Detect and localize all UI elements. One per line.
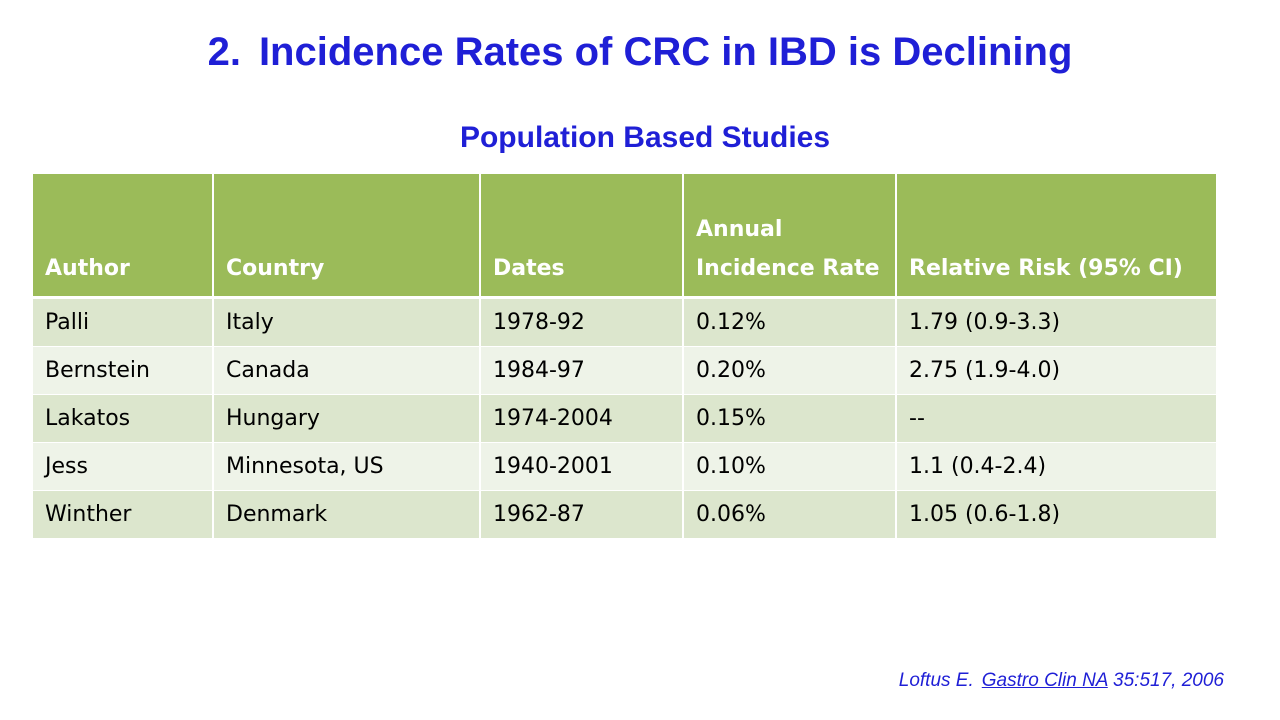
cell-incidence: 0.20% (682, 346, 896, 395)
cell-relative-risk: 1.79 (0.9-3.3) (895, 297, 1216, 347)
cell-author: Lakatos (33, 394, 213, 443)
cell-incidence: 0.12% (682, 297, 896, 347)
header-country: Country (212, 174, 480, 299)
cell-author: Winther (33, 490, 213, 538)
cell-country: Hungary (212, 394, 480, 443)
cell-incidence: 0.06% (682, 490, 896, 538)
studies-table: Author Country Dates Annual Incidence Ra… (33, 174, 1216, 538)
header-annual-incidence-rate: Annual Incidence Rate (682, 174, 896, 299)
cell-dates: 1962-87 (479, 490, 683, 538)
cell-incidence: 0.15% (682, 394, 896, 443)
slide-title: 2. Incidence Rates of CRC in IBD is Decli… (0, 28, 1280, 76)
table-header-row: Author Country Dates Annual Incidence Ra… (33, 174, 1216, 299)
cell-author: Jess (33, 442, 213, 491)
cell-author: Bernstein (33, 346, 213, 395)
cell-author: Palli (33, 297, 213, 347)
cell-relative-risk: 1.1 (0.4-2.4) (895, 442, 1216, 491)
cell-dates: 1974-2004 (479, 394, 683, 443)
cell-country: Italy (212, 297, 480, 347)
cell-incidence: 0.10% (682, 442, 896, 491)
header-dates: Dates (479, 174, 683, 299)
table-row: Palli Italy 1978-92 0.12% 1.79 (0.9-3.3) (33, 297, 1216, 347)
header-relative-risk: Relative Risk (95% CI) (895, 174, 1216, 299)
cell-country: Canada (212, 346, 480, 395)
header-author: Author (33, 174, 213, 299)
cell-dates: 1978-92 (479, 297, 683, 347)
cell-relative-risk: 1.05 (0.6-1.8) (895, 490, 1216, 538)
cell-dates: 1984-97 (479, 346, 683, 395)
cell-relative-risk: 2.75 (1.9-4.0) (895, 346, 1216, 395)
slide-subtitle: Population Based Studies (459, 121, 831, 154)
citation-journal: Gastro Clin NA (981, 670, 1108, 691)
citation-ref: 35:517, 2006 (1113, 670, 1224, 691)
table-row: Lakatos Hungary 1974-2004 0.15% -- (33, 394, 1216, 443)
citation: Loftus E. Gastro Clin NA 35:517, 2006 (899, 670, 1224, 692)
cell-country: Denmark (212, 490, 480, 538)
cell-country: Minnesota, US (212, 442, 480, 491)
cell-dates: 1940-2001 (479, 442, 683, 491)
table-row: Winther Denmark 1962-87 0.06% 1.05 (0.6-… (33, 490, 1216, 538)
citation-author: Loftus E. (898, 670, 974, 691)
cell-relative-risk: -- (895, 394, 1216, 443)
slide-title-text: Incidence Rates of CRC in IBD is Declini… (258, 30, 1073, 74)
slide-number: 2. (207, 30, 241, 74)
table-row: Bernstein Canada 1984-97 0.20% 2.75 (1.9… (33, 346, 1216, 395)
table-row: Jess Minnesota, US 1940-2001 0.10% 1.1 (… (33, 442, 1216, 491)
